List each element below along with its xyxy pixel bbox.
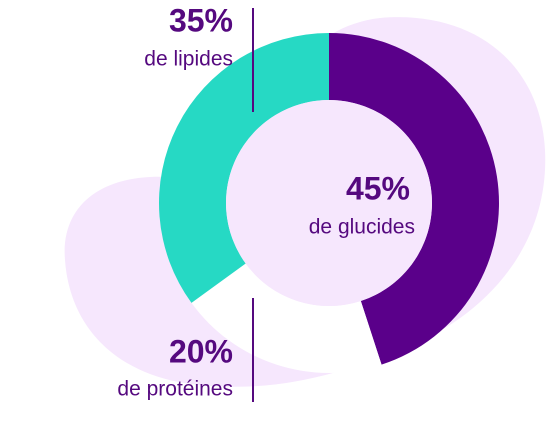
donut (159, 33, 499, 373)
value-label: 45% (346, 170, 410, 206)
donut-segment (159, 33, 329, 303)
donut-segment (191, 263, 382, 373)
value-label: 35% (169, 2, 233, 38)
donut-hole (226, 100, 432, 306)
donut-segment (329, 33, 499, 365)
category-label: de lipides (144, 48, 233, 71)
value-label: 20% (169, 333, 233, 369)
category-label: de glucides (309, 216, 415, 239)
category-label: de protéines (117, 378, 233, 401)
